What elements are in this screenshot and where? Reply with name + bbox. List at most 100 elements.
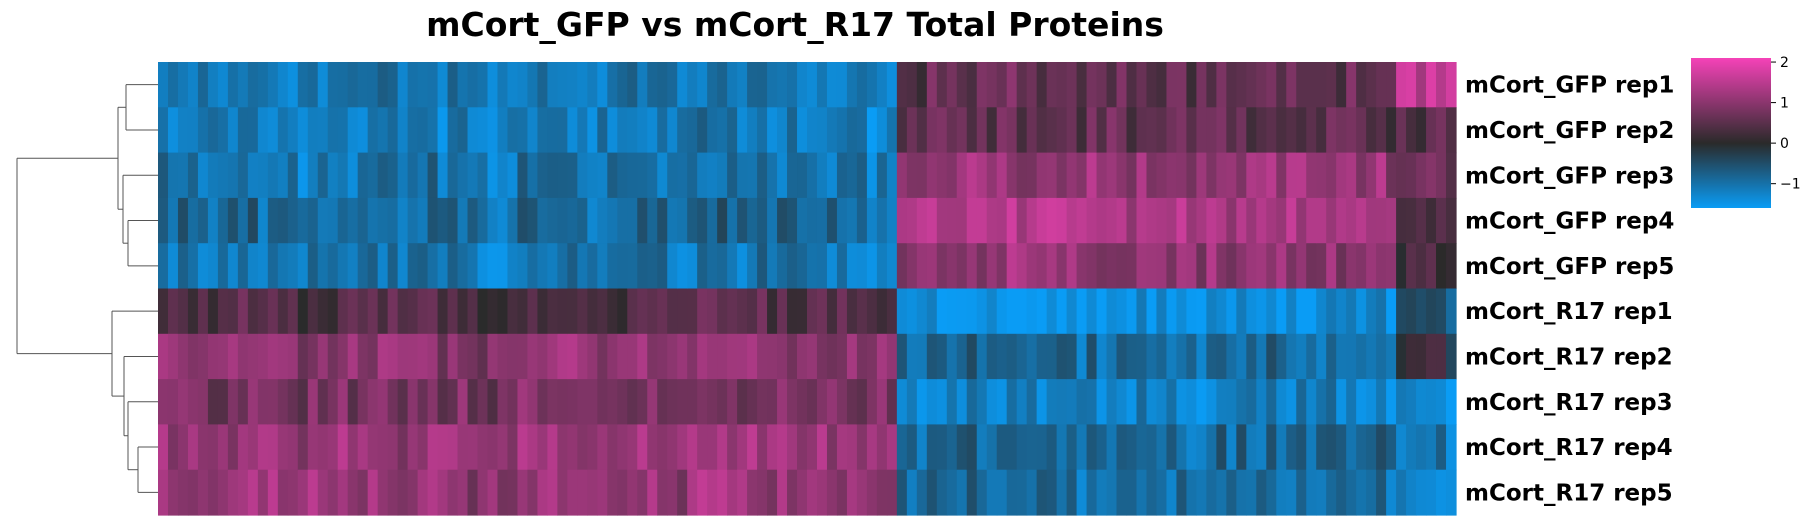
heatmap-cell bbox=[347, 424, 359, 471]
heatmap-cell bbox=[387, 469, 399, 516]
heatmap-cell bbox=[1126, 379, 1138, 425]
heatmap-cell bbox=[507, 107, 519, 154]
heatmap-cell bbox=[926, 333, 938, 380]
heatmap-cell bbox=[707, 379, 718, 425]
heatmap-cell bbox=[587, 469, 598, 516]
heatmap-cell bbox=[577, 288, 588, 335]
heatmap-cell bbox=[158, 197, 169, 244]
heatmap-cell bbox=[1426, 107, 1437, 154]
heatmap-cell bbox=[807, 107, 818, 154]
heatmap-cell bbox=[177, 469, 189, 516]
heatmap-cell bbox=[1056, 333, 1068, 380]
heatmap-cell bbox=[417, 197, 429, 244]
heatmap-cell bbox=[317, 469, 329, 516]
heatmap-cell bbox=[777, 243, 788, 290]
heatmap-cell bbox=[377, 152, 389, 199]
heatmap-cell bbox=[1316, 243, 1327, 290]
heatmap-cell bbox=[1206, 62, 1217, 108]
heatmap-cell bbox=[277, 424, 289, 471]
heatmap-cell bbox=[517, 62, 529, 108]
heatmap-cell bbox=[677, 333, 688, 380]
heatmap-cell bbox=[227, 424, 239, 471]
heatmap-cell bbox=[986, 424, 998, 471]
heatmap-cell bbox=[866, 107, 878, 154]
heatmap-cell bbox=[1076, 333, 1088, 380]
heatmap-cell bbox=[926, 379, 938, 425]
heatmap-cell bbox=[227, 288, 239, 335]
heatmap-cell bbox=[487, 469, 499, 516]
heatmap-cell bbox=[607, 243, 618, 290]
heatmap-cell bbox=[687, 107, 698, 154]
heatmap-cell bbox=[816, 379, 828, 425]
heatmap-cell bbox=[397, 197, 409, 244]
heatmap-cell bbox=[787, 107, 798, 154]
heatmap-cell bbox=[1086, 62, 1098, 108]
heatmap-cell bbox=[767, 379, 778, 425]
heatmap-cell bbox=[577, 62, 588, 108]
heatmap-cell bbox=[257, 243, 269, 290]
heatmap-cell bbox=[347, 197, 359, 244]
heatmap-cell bbox=[1186, 424, 1197, 471]
heatmap-cell bbox=[1386, 62, 1397, 108]
heatmap-cell bbox=[287, 333, 299, 380]
heatmap-cell bbox=[866, 379, 878, 425]
heatmap-cell bbox=[327, 197, 339, 244]
heatmap-cell bbox=[1426, 243, 1437, 290]
heatmap-cell bbox=[976, 152, 988, 199]
heatmap-cell bbox=[597, 107, 608, 154]
heatmap-cell bbox=[826, 379, 838, 425]
heatmap-cell bbox=[507, 469, 519, 516]
heatmap-cell bbox=[257, 424, 269, 471]
heatmap-cell bbox=[267, 424, 279, 471]
heatmap-cell bbox=[926, 107, 938, 154]
heatmap-cell bbox=[557, 243, 568, 290]
heatmap-cell bbox=[1266, 243, 1277, 290]
heatmap-cell bbox=[717, 107, 728, 154]
heatmap-cell bbox=[407, 197, 419, 244]
heatmap-cell bbox=[1206, 379, 1217, 425]
heatmap-cell bbox=[1196, 62, 1207, 108]
heatmap-cell bbox=[1266, 62, 1277, 108]
heatmap-cell bbox=[906, 333, 918, 380]
heatmap-cell bbox=[647, 333, 658, 380]
heatmap-cell bbox=[237, 288, 249, 335]
heatmap-cell bbox=[1136, 197, 1148, 244]
heatmap-cell bbox=[217, 424, 229, 471]
heatmap-cell bbox=[207, 288, 219, 335]
heatmap-cell bbox=[407, 379, 419, 425]
heatmap-cell bbox=[507, 424, 519, 471]
heatmap-cell bbox=[1326, 469, 1337, 516]
heatmap-cell bbox=[607, 62, 618, 108]
heatmap-cell bbox=[797, 152, 808, 199]
heatmap-cell bbox=[1366, 424, 1377, 471]
heatmap-cell bbox=[587, 379, 598, 425]
heatmap-cell bbox=[577, 243, 588, 290]
heatmap-cell bbox=[567, 107, 578, 154]
heatmap-cell bbox=[537, 107, 548, 154]
heatmap-cell bbox=[1046, 243, 1058, 290]
heatmap-cell bbox=[657, 333, 668, 380]
heatmap-cell bbox=[427, 379, 439, 425]
heatmap-cell bbox=[856, 333, 868, 380]
heatmap-cell bbox=[1216, 197, 1227, 244]
heatmap-cell bbox=[1376, 243, 1387, 290]
heatmap-cell bbox=[1026, 288, 1038, 335]
heatmap-cell bbox=[547, 152, 558, 199]
heatmap-cell bbox=[427, 62, 439, 108]
heatmap-cell bbox=[1406, 379, 1417, 425]
heatmap-cell bbox=[557, 333, 568, 380]
heatmap-cell bbox=[207, 62, 219, 108]
heatmap-cell bbox=[1166, 288, 1178, 335]
heatmap-cell bbox=[457, 333, 469, 380]
heatmap-cell bbox=[787, 62, 798, 108]
heatmap-cell bbox=[876, 379, 888, 425]
heatmap-cell bbox=[886, 197, 898, 244]
heatmap-cell bbox=[1366, 288, 1377, 335]
heatmap-cell bbox=[357, 152, 369, 199]
heatmap-cell bbox=[1266, 152, 1277, 199]
heatmap-cell bbox=[497, 333, 509, 380]
heatmap-cell bbox=[277, 469, 289, 516]
heatmap-cell bbox=[1416, 243, 1427, 290]
heatmap-cell bbox=[1246, 469, 1257, 516]
